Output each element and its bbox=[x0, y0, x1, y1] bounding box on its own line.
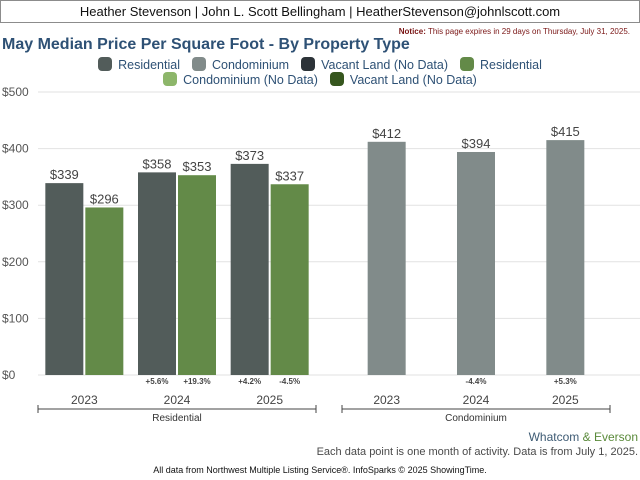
bar-value-label: $339 bbox=[50, 167, 79, 182]
bar bbox=[367, 141, 406, 375]
bar bbox=[546, 140, 585, 375]
bar-value-label: $415 bbox=[551, 124, 580, 139]
legend-label: Condominium bbox=[211, 58, 290, 72]
y-tick-label: $200 bbox=[2, 255, 29, 269]
bar-value-label: $358 bbox=[143, 156, 172, 171]
legend-item: Vacant Land (No Data) bbox=[301, 57, 448, 72]
bar-value-label: $296 bbox=[90, 191, 119, 206]
legend-label: Condominium (No Data) bbox=[183, 73, 318, 87]
y-tick-label: $0 bbox=[2, 368, 16, 382]
change-label: -4.5% bbox=[279, 377, 300, 386]
chart-title: May Median Price Per Square Foot - By Pr… bbox=[2, 36, 410, 53]
change-label: +5.6% bbox=[146, 377, 169, 386]
notice-label: Notice: bbox=[398, 27, 426, 36]
header-bar: Heather Stevenson | John L. Scott Bellin… bbox=[0, 0, 640, 23]
legend-item: Condominium (No Data) bbox=[163, 72, 318, 87]
x-tick-label: 2025 bbox=[256, 393, 283, 407]
bar bbox=[457, 151, 495, 375]
location-label: Whatcom & Everson bbox=[529, 430, 638, 444]
legend-swatch bbox=[301, 57, 316, 71]
legend-label: Residential bbox=[480, 58, 542, 72]
x-tick-label: 2024 bbox=[164, 393, 191, 407]
bar bbox=[270, 184, 309, 375]
legend-row-1: Residential Condominium Vacant Land (No Da… bbox=[0, 57, 640, 72]
data-note: Each data point is one month of activity… bbox=[316, 446, 638, 458]
legend-item: Condominium bbox=[191, 57, 290, 72]
bar bbox=[138, 172, 176, 375]
change-label: +5.3% bbox=[554, 377, 577, 386]
location-amp: & bbox=[582, 430, 591, 444]
legend-label: Vacant Land (No Data) bbox=[349, 73, 477, 87]
expiry-notice: Notice: This page expires in 29 days on … bbox=[399, 27, 630, 36]
legend-swatch bbox=[460, 57, 475, 71]
bar-value-label: $412 bbox=[372, 126, 401, 141]
legend-item: Vacant Land (No Data) bbox=[329, 72, 477, 87]
legend-swatch bbox=[191, 57, 206, 71]
bar bbox=[178, 175, 216, 375]
bar-value-label: $353 bbox=[183, 159, 212, 174]
source-note: All data from Northwest Multiple Listing… bbox=[153, 465, 487, 475]
x-tick-label: 2024 bbox=[463, 393, 490, 407]
location-everson: Everson bbox=[593, 430, 638, 444]
change-label: +4.2% bbox=[238, 377, 261, 386]
change-label: -4.4% bbox=[466, 377, 487, 386]
bar bbox=[45, 183, 84, 375]
legend-row-2: Condominium (No Data) Vacant Land (No Dat… bbox=[0, 72, 640, 87]
bar bbox=[230, 163, 269, 375]
bar-value-label: $373 bbox=[235, 148, 264, 163]
y-tick-label: $500 bbox=[2, 85, 29, 99]
legend-item: Residential bbox=[460, 57, 542, 72]
x-tick-label: 2025 bbox=[552, 393, 579, 407]
x-tick-label: 2023 bbox=[71, 393, 98, 407]
y-tick-label: $300 bbox=[2, 198, 29, 212]
location-whatcom: Whatcom bbox=[528, 430, 580, 444]
change-label: +19.3% bbox=[183, 377, 210, 386]
legend-label: Residential bbox=[118, 58, 180, 72]
bar-chart: $0 $100 $200 $300 $400 $500 $339 $296 2023 $358 +5… bbox=[2, 85, 640, 424]
legend-swatch bbox=[163, 72, 178, 86]
y-tick-label: $100 bbox=[2, 311, 29, 325]
group-label: Condominium bbox=[445, 413, 507, 424]
legend-item: Residential bbox=[98, 57, 180, 72]
bar-value-label: $394 bbox=[462, 136, 491, 151]
legend-swatch bbox=[329, 72, 344, 86]
bar-value-label: $337 bbox=[275, 168, 304, 183]
x-tick-label: 2023 bbox=[373, 393, 400, 407]
header-text: Heather Stevenson | John L. Scott Bellin… bbox=[79, 4, 561, 19]
legend-label: Vacant Land (No Data) bbox=[321, 58, 449, 72]
legend-swatch bbox=[98, 57, 113, 71]
bar bbox=[85, 207, 124, 375]
y-tick-label: $400 bbox=[2, 142, 29, 156]
notice-text: This page expires in 29 days on Thursday… bbox=[427, 27, 630, 36]
group-label: Residential bbox=[152, 413, 201, 424]
